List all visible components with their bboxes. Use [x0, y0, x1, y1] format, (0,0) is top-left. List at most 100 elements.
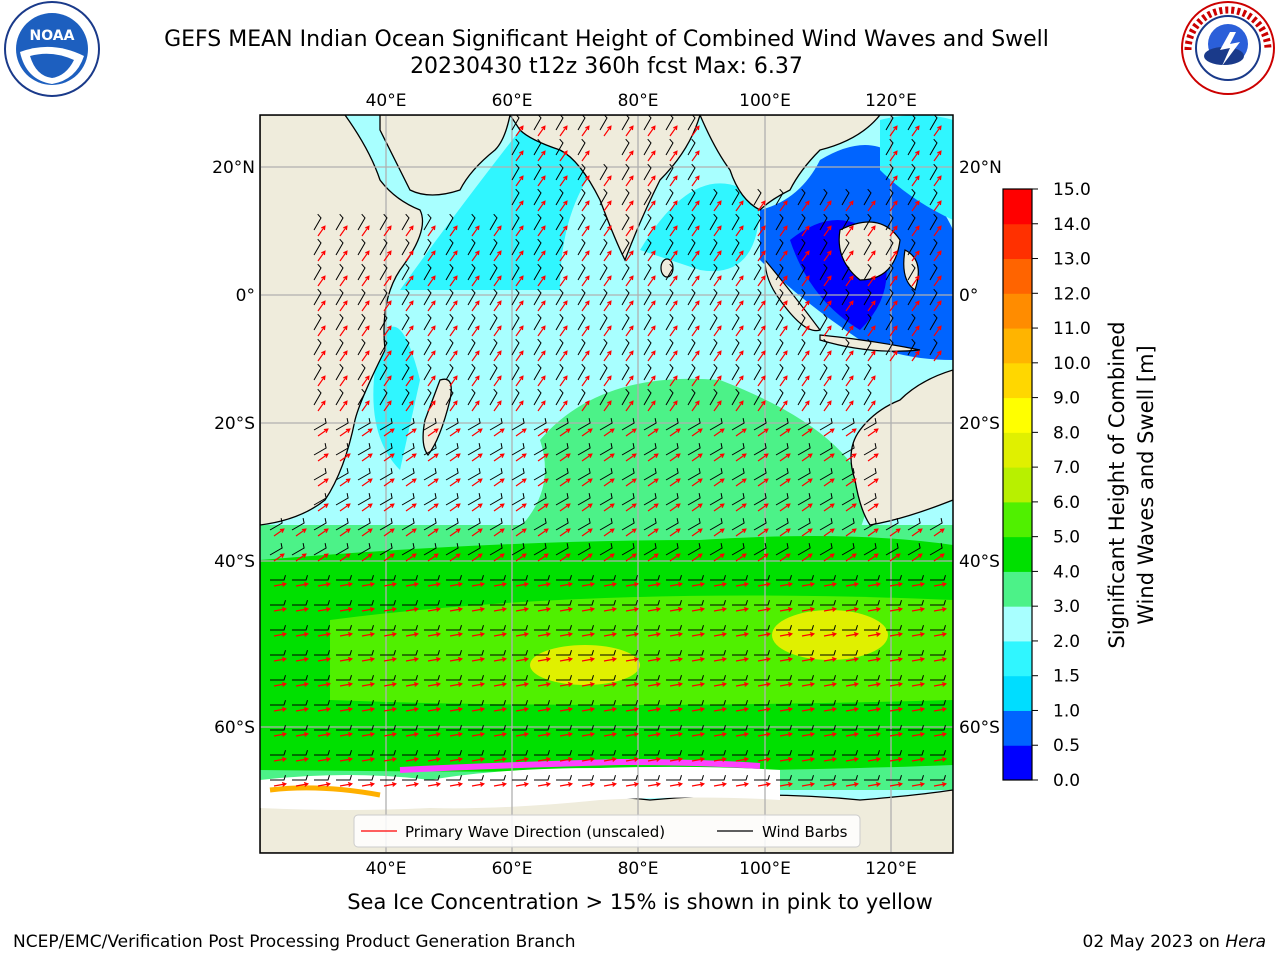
wind-barb [556, 650, 572, 656]
wind-barb [797, 238, 806, 256]
wind-barb [665, 188, 674, 206]
wind-barb [907, 288, 916, 306]
wind-barb [490, 700, 506, 706]
wave-direction-arrow [361, 375, 370, 387]
wave-direction-arrow [515, 707, 530, 712]
wave-direction-arrow [911, 150, 920, 162]
wave-direction-arrow [317, 582, 332, 587]
wave-direction-arrow [801, 375, 810, 387]
wind-barb [732, 625, 748, 631]
wave-direction-arrow [427, 275, 436, 287]
footer-date-text: 02 May 2023 on [1082, 932, 1220, 952]
wind-barb [665, 263, 674, 281]
wave-direction-arrow [779, 757, 794, 762]
wind-barb [622, 625, 638, 631]
wave-direction-arrow [889, 350, 898, 362]
wave-direction-arrow [845, 250, 854, 262]
wave-direction-arrow [691, 375, 700, 387]
colorbar-segment [1003, 745, 1032, 781]
wind-barb [820, 675, 836, 681]
colorbar-segment [1003, 362, 1032, 399]
wave-direction-arrow [559, 175, 568, 187]
wind-barb [578, 675, 594, 681]
wave-direction-arrow [911, 250, 920, 262]
wind-barb [841, 493, 855, 506]
wind-barb [555, 138, 564, 156]
legend-box [353, 814, 861, 848]
wind-barb [710, 775, 726, 781]
wind-barb [599, 518, 613, 531]
wind-barb [797, 468, 811, 481]
wave-direction-arrow [933, 125, 942, 137]
wind-barb [556, 575, 572, 581]
wave-direction-arrow [713, 632, 728, 637]
wave-direction-arrow [449, 657, 464, 662]
wind-barb [907, 313, 916, 331]
wind-barb [688, 675, 704, 681]
wind-barb [643, 288, 652, 306]
wave-direction-arrow [625, 375, 634, 387]
wave-direction-arrow [361, 428, 373, 437]
wave-direction-arrow [889, 528, 901, 537]
wave-direction-arrow [625, 150, 634, 162]
wind-barb [599, 263, 608, 281]
wind-barb [754, 775, 770, 781]
wind-barb [336, 700, 352, 706]
wind-barb [533, 388, 542, 406]
wind-barb [534, 725, 550, 731]
wave-direction-arrow [625, 682, 640, 687]
wind-barb [313, 493, 327, 506]
wind-barb [776, 575, 792, 581]
wind-barb [709, 388, 718, 406]
wind-barb [489, 388, 498, 406]
wind-barb [930, 650, 946, 656]
wave-direction-arrow [735, 782, 750, 787]
wind-barb [511, 493, 525, 506]
wave-direction-arrow [933, 528, 945, 537]
wave-direction-arrow [361, 300, 370, 312]
wave-direction-arrow [427, 503, 439, 512]
wind-barb [292, 725, 308, 731]
wind-barb [885, 313, 894, 331]
wind-barb [665, 288, 674, 306]
wind-barb [512, 650, 528, 656]
lon-labels-top: 40°E 60°E 80°E 100°E 120°E [366, 91, 917, 111]
wind-barb [423, 213, 432, 231]
wave-direction-arrow [647, 375, 656, 387]
wave-direction-arrow [823, 632, 838, 637]
wind-barb [555, 238, 564, 256]
wave-direction-arrow [911, 657, 926, 662]
wind-barb [930, 575, 946, 581]
wind-barb [709, 518, 723, 531]
wind-barb [753, 188, 762, 206]
wave-direction-arrow [559, 350, 568, 362]
wind-barb [335, 443, 349, 456]
wave-direction-arrow [603, 225, 612, 237]
wave-direction-arrow [449, 782, 464, 787]
lon-label-top: 40°E [366, 91, 407, 111]
wave-direction-arrow [361, 325, 370, 337]
wave-direction-arrow [339, 428, 351, 437]
wave-direction-arrow [691, 200, 700, 212]
wind-barb [534, 775, 550, 781]
wave-direction-arrow [317, 478, 329, 487]
wave-direction-arrow [625, 250, 634, 262]
wave-direction-arrow [581, 125, 590, 137]
wave-direction-arrow [669, 300, 678, 312]
wind-barb [423, 518, 437, 531]
wave-direction-arrow [581, 200, 590, 212]
colorbar-segment [1003, 223, 1032, 260]
wind-barb [270, 575, 286, 581]
wave-direction-arrow [361, 607, 376, 612]
wind-barb [907, 138, 916, 156]
lat-label-left: 20°S [214, 414, 255, 434]
wave-direction-arrow [691, 300, 700, 312]
wave-direction-arrow [779, 503, 791, 512]
wind-barb [424, 650, 440, 656]
wind-barb [819, 388, 828, 406]
wind-barb [336, 675, 352, 681]
wave-direction-arrow [801, 582, 816, 587]
wind-barb [666, 625, 682, 631]
wave-direction-arrow [493, 707, 508, 712]
wind-barb [336, 725, 352, 731]
